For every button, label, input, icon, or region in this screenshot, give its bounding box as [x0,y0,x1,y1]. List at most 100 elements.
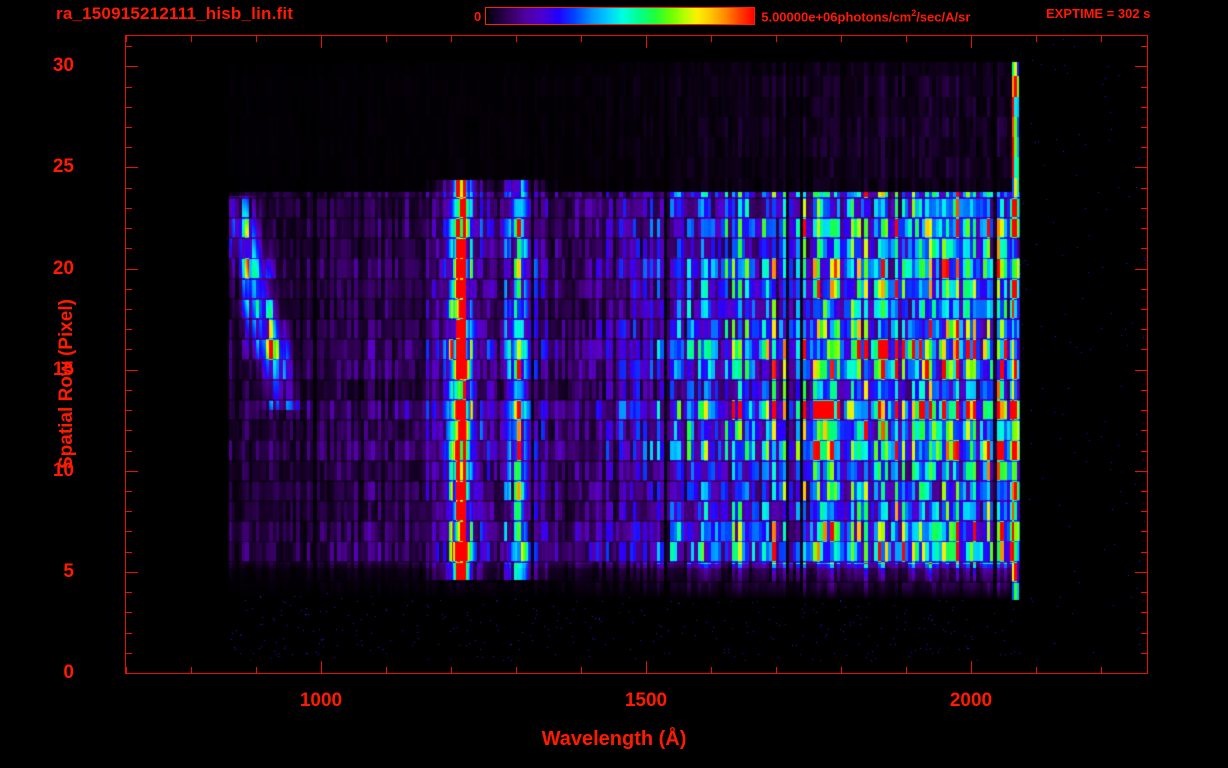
x-axis-minor-tick-top [126,35,127,42]
y-axis-minor-tick-right [1141,329,1148,330]
plot-frame [125,35,1148,674]
y-axis-minor-tick-right [1141,430,1148,431]
y-axis-major-tick-right [1135,572,1148,573]
y-axis-major-tick [125,370,138,371]
x-axis-minor-tick [581,667,582,674]
y-axis-minor-tick-right [1141,451,1148,452]
y-axis-minor-tick [125,633,132,634]
x-axis-major-tick-top [971,35,972,48]
y-axis-minor-tick-right [1141,552,1148,553]
colorbar-units-exponent: 2 [911,7,917,18]
x-axis-tick-label: 2000 [949,690,993,711]
y-axis-minor-tick-right [1141,531,1148,532]
x-axis-minor-tick-top [386,35,387,42]
y-axis-minor-tick [125,612,132,613]
y-axis-tick-label: 0 [63,662,74,683]
x-axis-minor-tick [711,667,712,674]
y-axis-minor-tick-right [1141,390,1148,391]
colorbar-min-label: 0 [474,8,482,24]
y-axis-minor-tick [125,248,132,249]
x-axis-minor-tick-top [256,35,257,42]
y-axis-major-tick [125,269,138,270]
y-axis-minor-tick-right [1141,248,1148,249]
page-title: ra_150915212111_hisb_lin.fit [56,4,294,23]
y-axis-minor-tick-right [1141,491,1148,492]
x-axis-minor-tick-top [1036,35,1037,42]
x-axis-minor-tick-top [191,35,192,42]
x-axis-minor-tick [776,667,777,674]
y-axis-minor-tick [125,46,132,47]
x-axis-major-tick [321,661,322,674]
y-axis-minor-tick-right [1141,592,1148,593]
y-axis-minor-tick-right [1141,633,1148,634]
spectrogram-canvas [126,36,1147,673]
y-axis-title: Spatial Row (Pixel) [0,0,77,768]
y-axis-major-tick-right [1135,471,1148,472]
y-axis-major-tick-right [1135,167,1148,168]
y-axis-minor-tick [125,309,132,310]
y-axis-minor-tick-right [1141,309,1148,310]
x-axis-minor-tick-top [906,35,907,42]
y-axis-major-tick-right [1135,673,1148,674]
x-axis-title: Wavelength (Å) [541,728,687,750]
y-axis-major-tick-right [1135,66,1148,67]
x-axis-minor-tick [256,667,257,674]
y-axis-tick-label: 15 [52,359,74,380]
y-axis-major-tick-right [1135,269,1148,270]
y-axis-minor-tick [125,349,132,350]
x-axis-major-tick-top [646,35,647,48]
y-axis-minor-tick [125,451,132,452]
x-axis-minor-tick-top [776,35,777,42]
y-axis-minor-tick-right [1141,87,1148,88]
y-axis-minor-tick-right [1141,349,1148,350]
x-axis-minor-tick-top [516,35,517,42]
colorbar-gradient [485,7,756,25]
x-axis-minor-tick [451,667,452,674]
y-axis-minor-tick [125,127,132,128]
y-axis-minor-tick-right [1141,289,1148,290]
y-axis-minor-tick [125,87,132,88]
x-axis-major-tick-top [321,35,322,48]
y-axis-minor-tick [125,147,132,148]
y-axis-major-tick [125,471,138,472]
y-axis-minor-tick [125,289,132,290]
x-axis-minor-tick [126,667,127,674]
x-axis-tick-label: 1000 [299,690,343,711]
x-axis-minor-tick [1101,667,1102,674]
y-axis-major-tick [125,167,138,168]
y-axis-minor-tick-right [1141,147,1148,148]
x-axis-tick-label: 1500 [624,690,668,711]
y-axis-tick-label: 25 [52,156,74,177]
x-axis-minor-tick [841,667,842,674]
y-axis-minor-tick [125,329,132,330]
x-axis-minor-tick-top [711,35,712,42]
y-axis-major-tick [125,673,138,674]
colorbar-units-suffix: /sec/A/sr [916,9,971,25]
y-axis-minor-tick-right [1141,410,1148,411]
y-axis-minor-tick [125,390,132,391]
x-axis-minor-tick [906,667,907,674]
y-axis-minor-tick [125,653,132,654]
x-axis-minor-tick [1036,667,1037,674]
spectrogram-image [126,36,1147,673]
x-axis-minor-tick-top [581,35,582,42]
y-axis-minor-tick [125,531,132,532]
y-axis-minor-tick-right [1141,107,1148,108]
x-axis-minor-tick-top [841,35,842,42]
y-axis-tick-label: 5 [63,561,74,582]
y-axis-minor-tick [125,491,132,492]
exposure-time-label: EXPTIME = 302 s [1046,6,1151,21]
y-axis-minor-tick-right [1141,612,1148,613]
y-axis-minor-tick [125,228,132,229]
x-axis-minor-tick-top [451,35,452,42]
y-axis-major-tick [125,572,138,573]
y-axis-minor-tick [125,208,132,209]
x-axis-major-tick [646,661,647,674]
y-axis-tick-label: 30 [52,55,74,76]
y-axis-minor-tick-right [1141,653,1148,654]
y-axis-major-tick [125,66,138,67]
x-axis-major-tick [971,661,972,674]
y-axis-minor-tick-right [1141,188,1148,189]
y-axis-minor-tick [125,552,132,553]
x-axis-minor-tick-top [1101,35,1102,42]
